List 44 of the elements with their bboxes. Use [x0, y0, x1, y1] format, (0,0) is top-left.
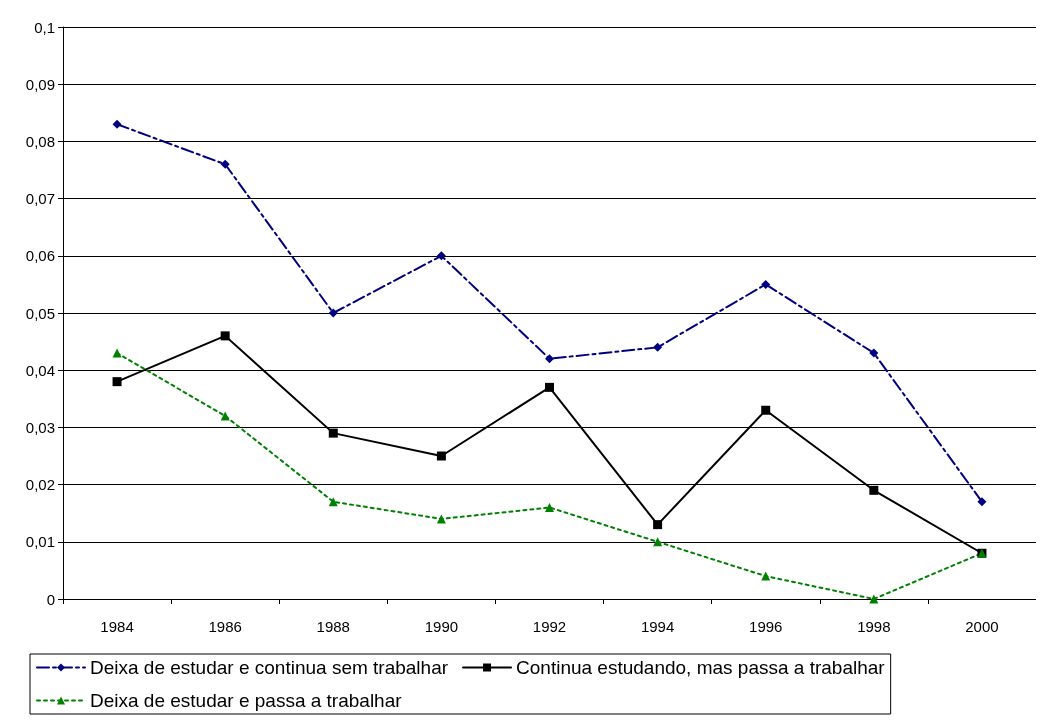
y-tick-label: 0,1 — [34, 18, 55, 36]
x-tick-label: 1990 — [424, 618, 459, 635]
legend-label: Deixa de estudar e passa a trabalhar — [90, 690, 403, 711]
point — [761, 405, 771, 415]
x-tick-label: 2000 — [965, 618, 999, 635]
y-tick-label: 0,08 — [25, 132, 55, 150]
point — [112, 348, 122, 358]
point — [328, 308, 338, 318]
y-tick-label: 0,05 — [25, 304, 55, 322]
y-tick-label: 0,09 — [25, 75, 55, 93]
point — [112, 377, 122, 387]
y-tick-label: 0,01 — [25, 533, 55, 551]
x-tick-label: 1996 — [749, 618, 783, 635]
point — [761, 571, 771, 581]
y-tick-label: 0,03 — [25, 418, 55, 436]
point — [869, 485, 879, 495]
point — [545, 354, 554, 364]
point — [653, 342, 663, 352]
y-tick-label: 0,07 — [25, 190, 55, 208]
point — [436, 251, 446, 261]
x-tick-label: 1994 — [640, 618, 675, 635]
x-tick-label: 1986 — [208, 618, 242, 635]
point — [112, 119, 122, 129]
point — [220, 331, 230, 341]
point — [545, 502, 554, 512]
legend-label: Deixa de estudar e continua sem trabalhar — [90, 657, 449, 678]
x-tick-label: 1984 — [100, 618, 134, 635]
point — [653, 520, 663, 530]
x-tick-label: 1992 — [532, 618, 567, 635]
point — [328, 428, 338, 438]
point — [220, 159, 230, 169]
x-tick-label: 1988 — [316, 618, 350, 635]
legend-label: Continua estudando, mas passa a trabalhar — [516, 657, 886, 678]
point — [869, 348, 879, 358]
point — [436, 451, 446, 461]
y-tick-label: 0,04 — [25, 361, 55, 379]
x-tick-label: 1998 — [857, 618, 891, 635]
point — [761, 279, 771, 289]
y-tick-label: 0 — [46, 590, 55, 608]
point — [545, 382, 554, 392]
point — [977, 497, 987, 507]
y-tick-label: 0,02 — [25, 476, 55, 494]
point — [869, 594, 879, 604]
y-tick-label: 0,06 — [25, 247, 55, 265]
